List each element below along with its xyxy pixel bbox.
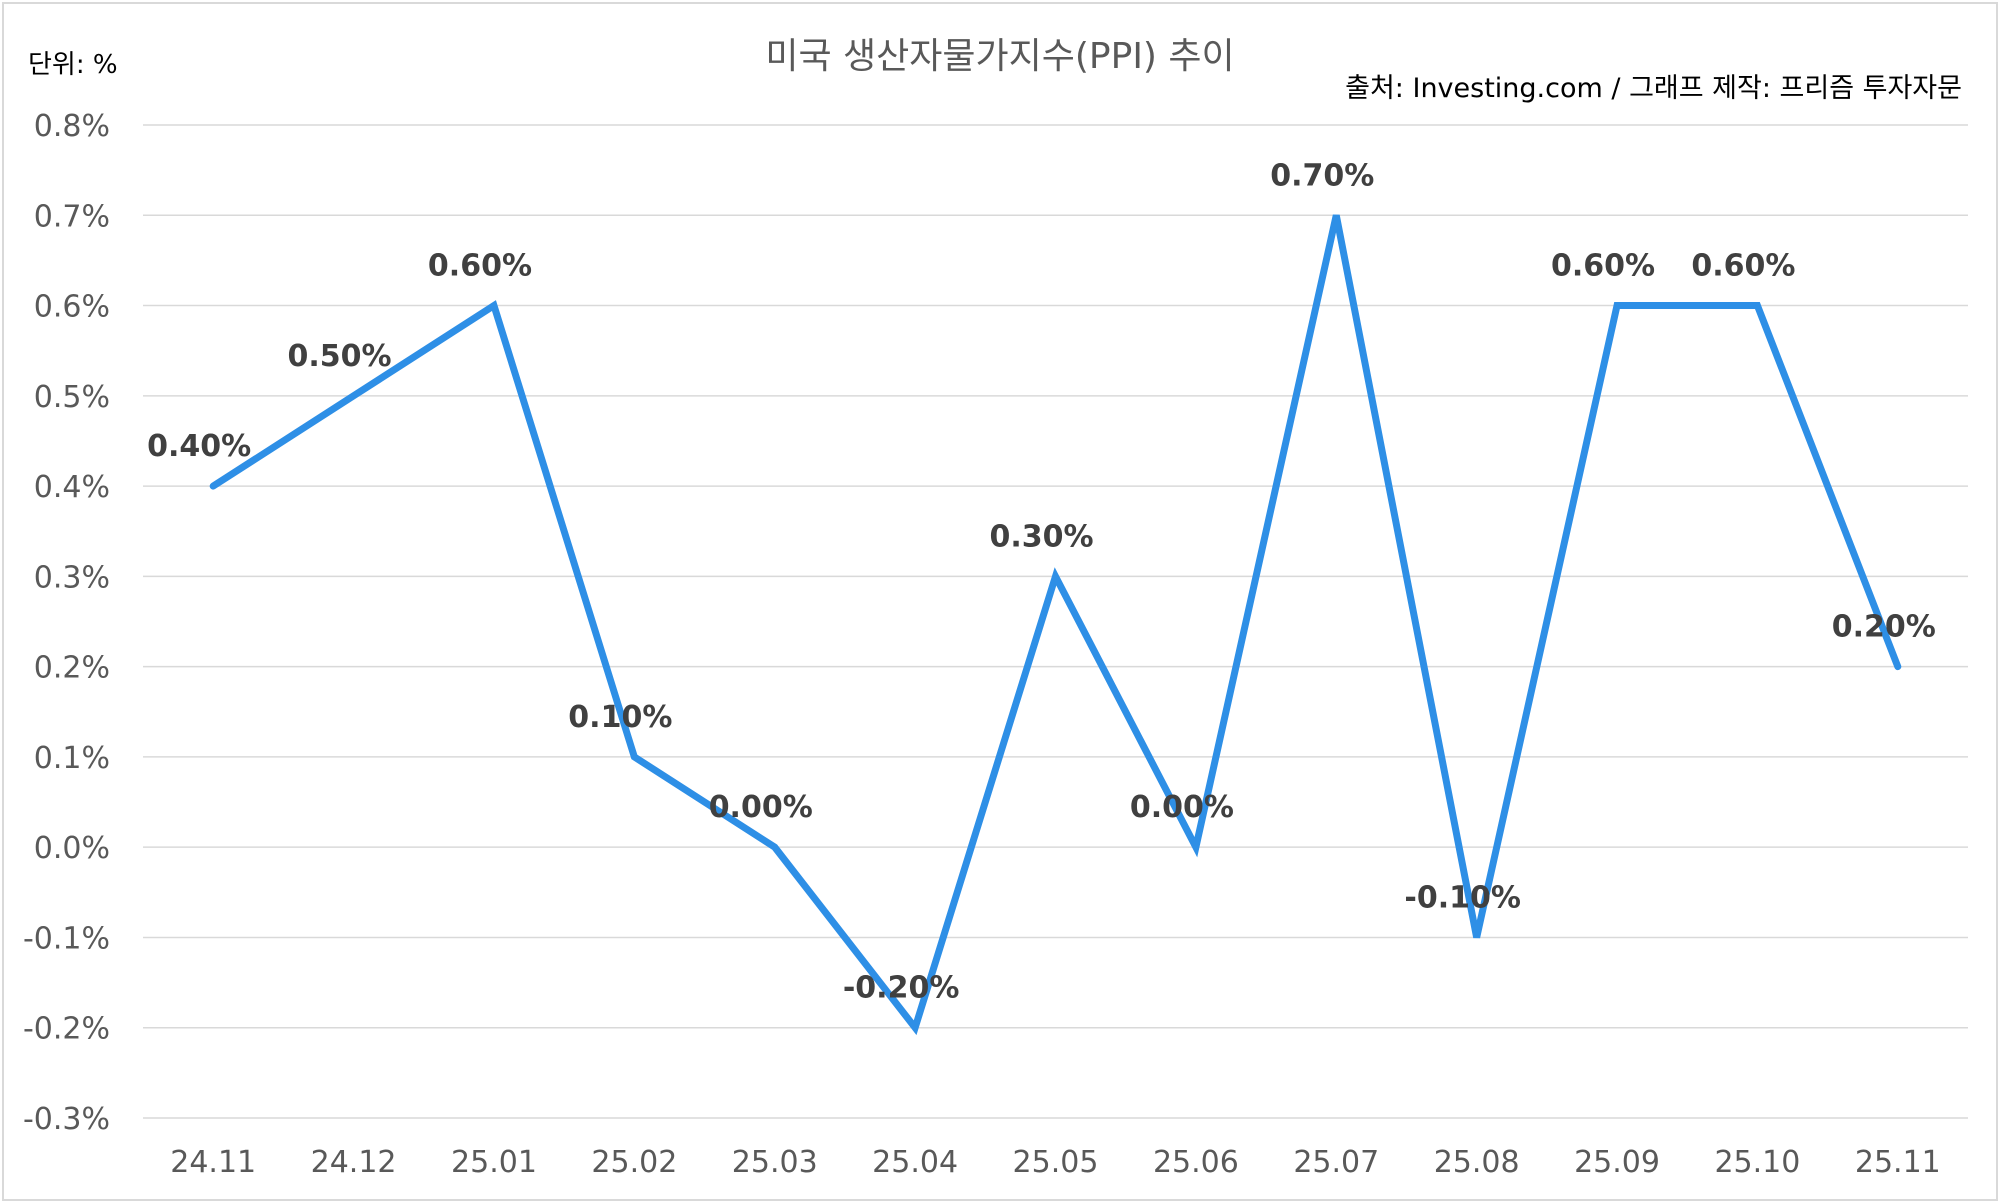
x-tick-label: 25.08 — [1434, 1145, 1520, 1180]
data-point — [770, 842, 780, 852]
y-tick-label: -0.2% — [23, 1012, 110, 1047]
data-point — [208, 481, 218, 491]
data-point — [1752, 301, 1762, 311]
y-tick-label: 0.0% — [34, 831, 110, 866]
x-tick-label: 25.09 — [1574, 1145, 1660, 1180]
data-labels: 0.40% 0.50% 0.60% 0.10% 0.00% -0.20% 0.30% 0.00… — [147, 158, 1936, 1005]
y-tick-label: -0.1% — [23, 921, 110, 956]
data-label: 0.60% — [1551, 249, 1655, 284]
x-tick-label: 25.11 — [1855, 1145, 1941, 1180]
y-tick-label: 0.4% — [34, 470, 110, 505]
data-point — [1612, 301, 1622, 311]
data-point — [1191, 842, 1201, 852]
data-label: 0.10% — [568, 700, 672, 735]
y-tick-label: -0.3% — [23, 1102, 110, 1137]
y-tick-label: 0.6% — [34, 290, 110, 325]
data-label: -0.20% — [843, 971, 960, 1006]
x-tick-label: 25.03 — [732, 1145, 818, 1180]
x-tick-label: 25.04 — [872, 1145, 958, 1180]
data-point — [629, 752, 639, 762]
x-tick-label: 25.10 — [1714, 1145, 1800, 1180]
y-tick-label: 0.7% — [34, 199, 110, 234]
x-tick-label: 25.02 — [591, 1145, 677, 1180]
series-group — [208, 210, 1903, 1036]
x-tick-label: 25.07 — [1293, 1145, 1379, 1180]
data-point — [349, 391, 359, 401]
data-label: 0.60% — [428, 249, 532, 284]
data-point — [489, 301, 499, 311]
data-label: 0.40% — [147, 429, 251, 464]
data-label: 0.20% — [1832, 610, 1936, 645]
data-label: 0.30% — [989, 519, 1093, 554]
data-label: 0.60% — [1691, 249, 1795, 284]
data-label: 0.00% — [1130, 790, 1234, 825]
chart-title: 미국 생산자물가지수(PPI) 추이 — [765, 36, 1234, 77]
x-axis: 24.11 24.12 25.01 25.02 25.03 25.04 25.05 25.06… — [170, 1145, 1941, 1180]
y-tick-label: 0.2% — [34, 651, 110, 686]
unit-label: 단위: % — [28, 50, 118, 80]
x-tick-label: 25.01 — [451, 1145, 537, 1180]
data-point — [1893, 662, 1903, 672]
x-tick-label: 24.11 — [170, 1145, 256, 1180]
x-tick-label: 25.06 — [1153, 1145, 1239, 1180]
y-tick-label: 0.1% — [34, 741, 110, 776]
data-label: 0.00% — [709, 790, 813, 825]
data-point — [1051, 571, 1061, 581]
source-label: 출처: Investing.com / 그래프 제작: 프리즘 투자자문 — [1345, 73, 1962, 104]
data-label: 0.50% — [288, 339, 392, 374]
data-point — [910, 1023, 920, 1033]
data-point — [1331, 210, 1341, 220]
x-tick-label: 24.12 — [311, 1145, 397, 1180]
data-point — [1472, 932, 1482, 942]
data-label: -0.10% — [1404, 880, 1521, 915]
y-tick-label: 0.5% — [34, 380, 110, 415]
data-label: 0.70% — [1270, 158, 1374, 193]
series-line — [209, 214, 1902, 1036]
x-tick-label: 25.05 — [1013, 1145, 1099, 1180]
y-tick-label: 0.3% — [34, 560, 110, 595]
y-tick-label: 0.8% — [34, 109, 110, 144]
y-axis: 0.8% 0.7% 0.6% 0.5% 0.4% 0.3% 0.2% 0.1% 0.0% -0.1… — [23, 109, 110, 1137]
